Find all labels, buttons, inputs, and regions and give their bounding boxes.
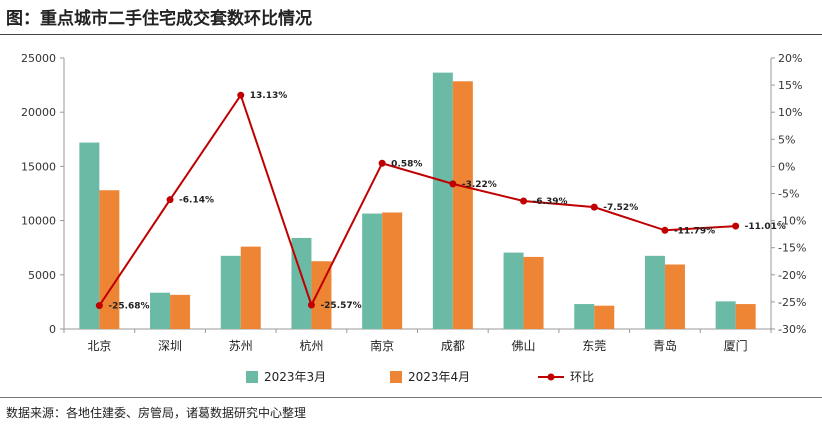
left-tick-label: 10000 [21,215,56,228]
right-tick-label: 5% [778,133,795,146]
mom-point [732,222,740,230]
bar-mar [79,142,100,329]
right-tick-label: 15% [778,79,802,92]
bar-mar [715,301,736,329]
right-tick-label: -10% [778,215,806,228]
x-tick-label: 南京 [370,338,394,353]
mom-point [378,159,386,167]
bar-mar [574,304,595,329]
data-label: -25.57% [320,301,361,311]
legend-marker [547,373,555,381]
mom-point [590,203,598,211]
bar-mar [503,252,524,329]
data-label: -11.79% [674,226,715,236]
left-tick-label: 0 [49,323,56,336]
x-tick-label: 杭州 [299,338,323,353]
right-tick-label: -15% [778,242,806,255]
bar-apr [735,304,756,329]
legend-label: 环比 [570,370,594,384]
bar-apr [99,190,120,329]
right-tick-label: -25% [778,296,806,309]
x-tick-label: 苏州 [229,339,253,353]
bar-apr [523,256,544,329]
data-label: 13.13% [250,91,288,101]
right-tick-label: -30% [778,323,806,336]
data-label: -3.22% [462,180,497,190]
bar-apr [452,81,473,329]
left-tick-label: 20000 [21,106,56,119]
bar-mar [220,255,241,329]
data-labels: -25.68% -6.14% 13.13% -25.57% 0.58% -3.22% -6.… [108,91,786,311]
data-label: -11.01% [745,222,786,232]
mom-point [449,180,457,188]
mom-point [95,302,103,310]
bar-apr [664,264,685,329]
bar-apr [170,294,191,329]
right-tick-label: 10% [778,106,802,119]
data-label: -6.39% [533,197,568,207]
right-tick-label: -20% [778,269,806,282]
x-tick-label: 厦门 [724,338,748,353]
mom-point [661,226,669,234]
x-tick-label: 东莞 [582,339,606,353]
bar-mar [150,292,171,329]
bar-series [79,72,756,329]
x-tick-label: 成都 [441,339,465,353]
mom-line [98,93,736,308]
data-label: -7.52% [603,203,638,213]
x-tick-label: 青岛 [653,338,677,353]
footer-divider [0,397,822,398]
source-note: 数据来源：各地住建委、房管局，诸葛数据研究中心整理 [6,406,307,420]
mom-point [237,91,245,99]
left-tick-label: 15000 [21,160,56,173]
x-tick-label: 深圳 [158,339,182,353]
chart-axes: 0 5000 10000 15000 20000 25000 -30% -25% -20% -15… [21,52,806,353]
mom-point [307,301,315,309]
bar-mar [432,72,453,329]
right-tick-label: -5% [778,188,799,201]
mom-point [166,196,174,204]
x-tick-label: 北京 [87,339,111,353]
legend: 2023年3月 2023年4月 环比 [246,370,594,384]
legend-swatch [390,371,402,383]
line-series [95,91,740,310]
data-label: 0.58% [391,159,422,169]
chart: 0 5000 10000 15000 20000 25000 -30% -25% -20% -15… [21,52,806,384]
legend-swatch [246,371,258,383]
right-tick-label: 20% [778,52,802,65]
data-label: -6.14% [179,196,214,206]
bar-apr [311,261,332,329]
left-tick-label: 25000 [21,52,56,65]
figure-title: 图：重点城市二手住宅成交套数环比情况 [6,9,312,29]
data-label: -25.68% [108,302,149,312]
right-tick-label: 0% [778,160,795,173]
left-tick-label: 5000 [28,269,56,282]
legend-label: 2023年4月 [408,370,470,384]
bar-apr [594,305,615,329]
title-divider [0,34,822,35]
legend-label: 2023年3月 [264,370,326,384]
bar-mar [644,255,665,329]
x-tick-label: 佛山 [512,339,536,353]
bar-mar [362,213,383,329]
bar-apr [240,246,261,329]
bar-apr [382,212,403,329]
mom-point [520,197,528,205]
